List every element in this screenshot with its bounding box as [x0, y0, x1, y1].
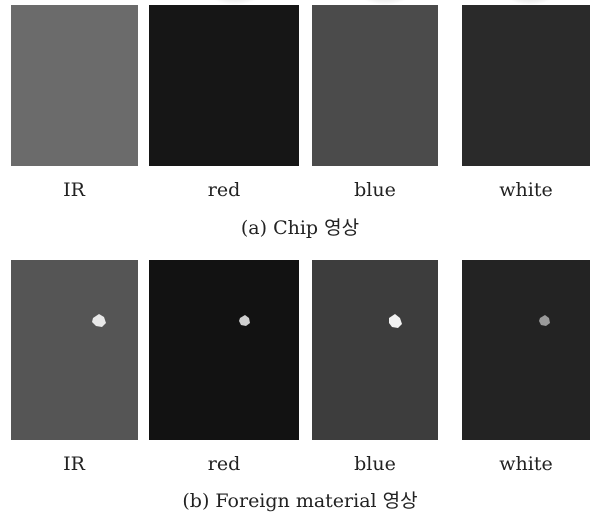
row-b-images [11, 260, 590, 440]
image-white [462, 260, 590, 440]
row-b-labels: IR red blue white (b) Foreign material 영… [63, 453, 553, 512]
row-a-images [11, 0, 590, 166]
caption: (b) Foreign material 영상 [182, 490, 417, 512]
caption: (a) Chip 영상 [241, 217, 359, 239]
panel-label: white [499, 179, 552, 201]
panel-label: blue [354, 453, 396, 475]
image-blue [312, 5, 438, 166]
panel-label: white [499, 453, 552, 475]
panel-label: red [208, 453, 241, 475]
image-white [462, 5, 590, 166]
panel-label: blue [354, 179, 396, 201]
image-ir [11, 260, 138, 440]
panel-label: IR [63, 179, 86, 201]
panel-label: IR [63, 453, 86, 475]
row-a-labels: IR red blue white (a) Chip 영상 [63, 179, 553, 239]
figure: IR red blue white (a) Chip 영상 IR red blu… [0, 0, 605, 517]
image-red [149, 5, 299, 166]
image-red [149, 260, 299, 440]
panel-label: red [208, 179, 241, 201]
image-blue [312, 260, 438, 440]
image-ir [11, 5, 138, 166]
